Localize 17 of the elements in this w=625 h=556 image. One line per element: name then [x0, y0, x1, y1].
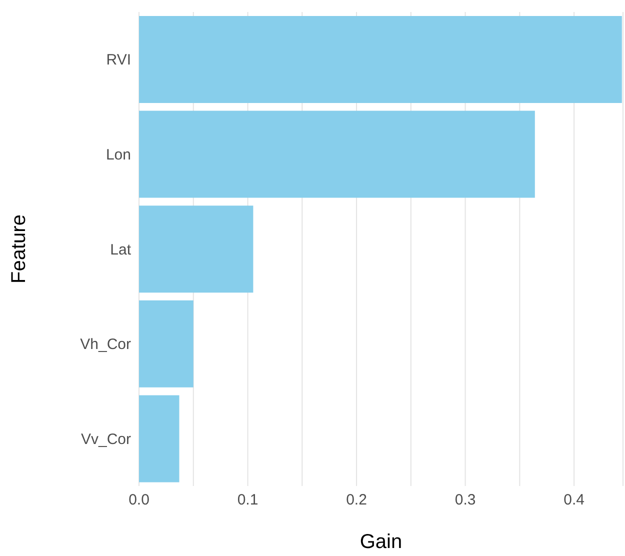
bar	[139, 395, 180, 482]
x-tick-label: 0.3	[454, 492, 476, 509]
y-tick-label: Vh_Cor	[80, 336, 132, 354]
bar	[139, 16, 622, 103]
y-tick-label: RVI	[106, 52, 131, 69]
x-tick-label: 0.1	[237, 492, 258, 509]
x-tick-label: 0.0	[128, 492, 150, 509]
bar	[139, 110, 535, 198]
y-tick-label: Vv_Cor	[80, 430, 131, 448]
bar	[139, 300, 194, 388]
x-tick-label: 0.2	[346, 492, 367, 509]
bar	[139, 206, 254, 293]
y-tick-label: Lat	[110, 241, 132, 258]
x-tick-label: 0.4	[564, 492, 584, 509]
x-axis-title: Gain	[360, 531, 402, 553]
y-tick-label: Lon	[106, 146, 131, 164]
y-axis-title: Feature	[8, 214, 30, 284]
